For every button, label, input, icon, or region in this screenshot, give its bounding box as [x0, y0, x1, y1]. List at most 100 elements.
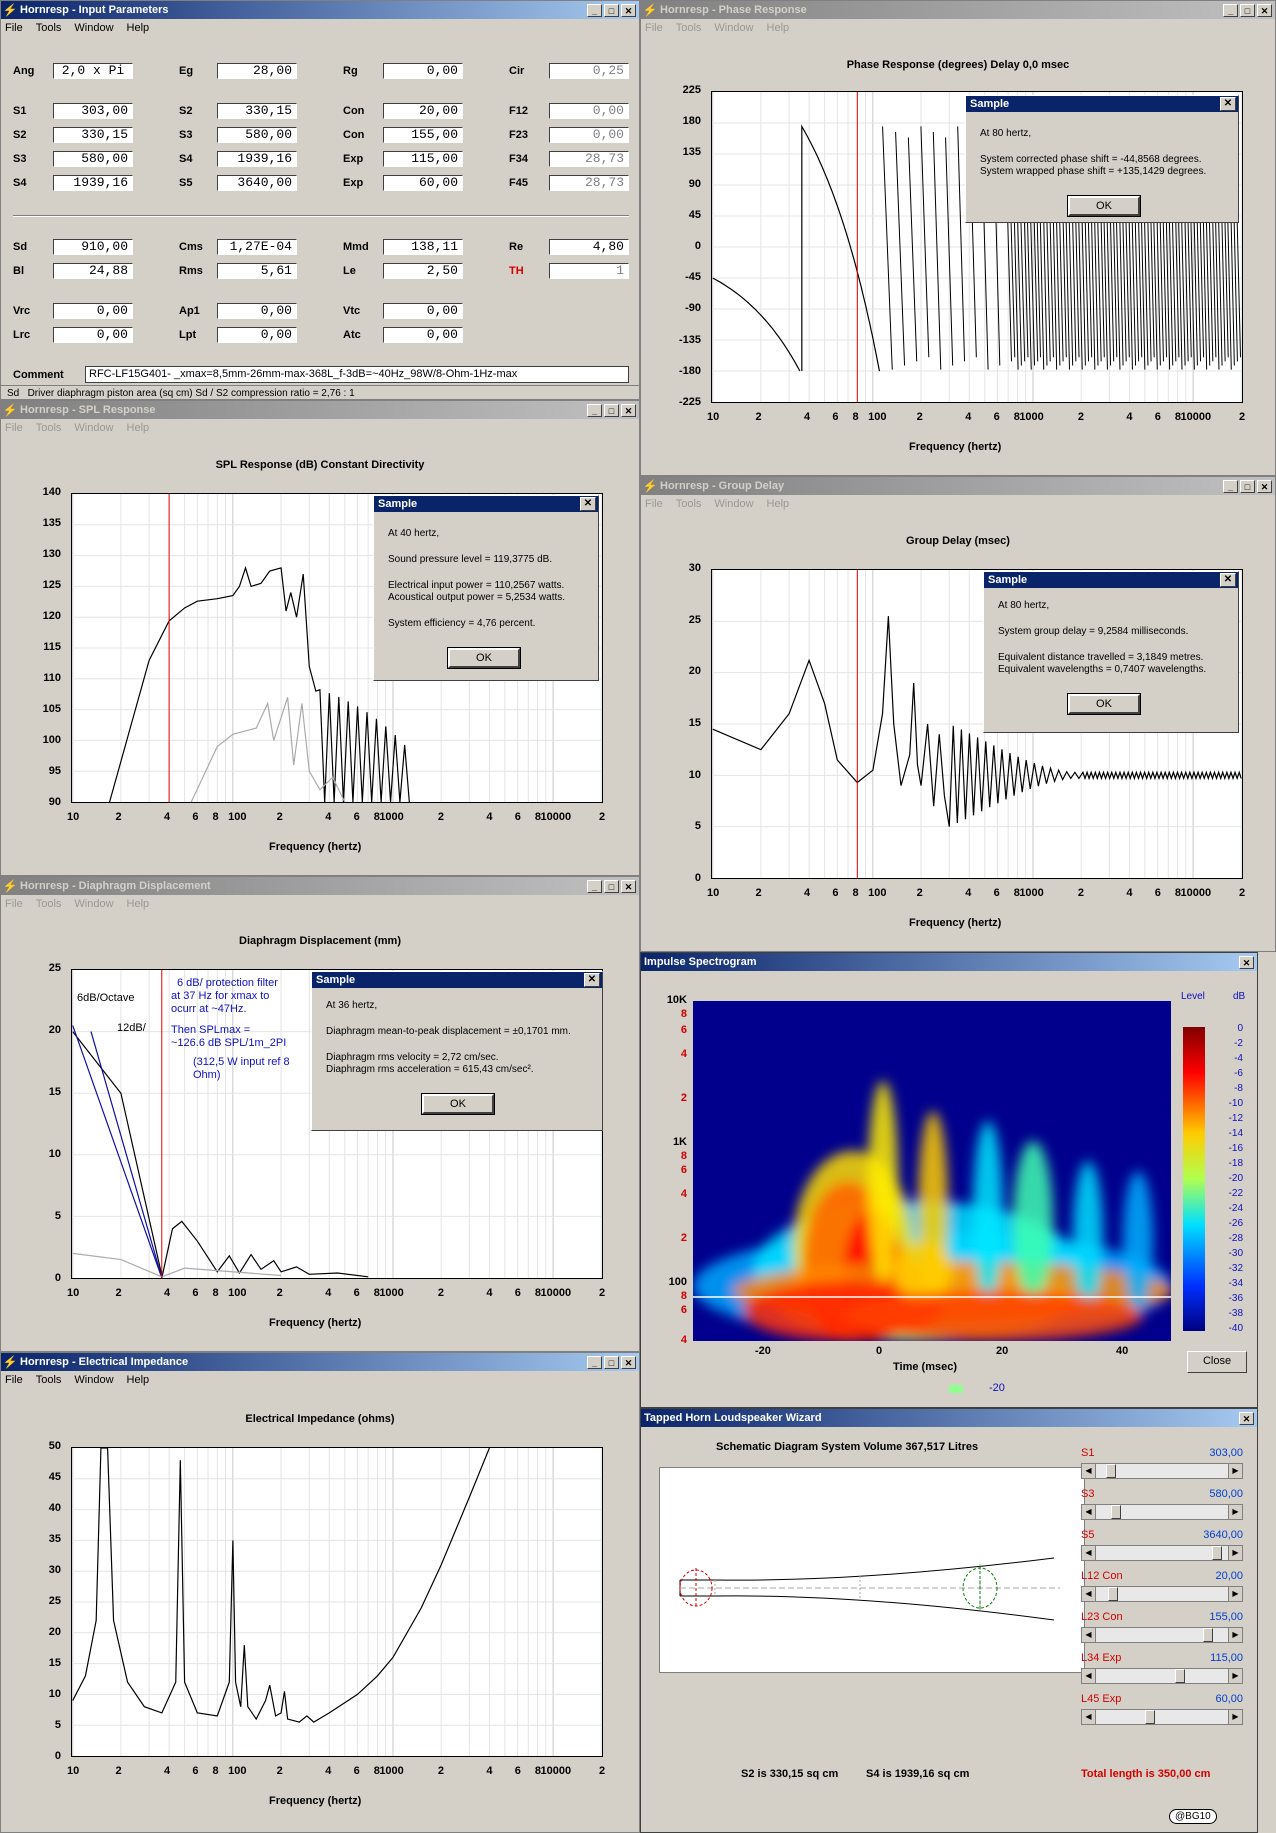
menu-tools[interactable]: Tools	[675, 22, 702, 34]
menu-help[interactable]: Help	[126, 22, 150, 34]
title-bar[interactable]: ⚡ Hornresp - Phase Response _ □ ✕	[641, 1, 1275, 19]
param-field[interactable]: 0,00	[217, 303, 297, 319]
slider-track[interactable]: ◀ ▶	[1081, 1627, 1243, 1643]
param-field[interactable]: 0,00	[383, 303, 463, 319]
maximize-button[interactable]: □	[604, 3, 619, 17]
param-field[interactable]: 580,00	[53, 151, 133, 167]
close-button[interactable]: Close	[1187, 1351, 1247, 1373]
title-bar[interactable]: ⚡ Hornresp - Diaphragm Displacement _ □ ✕	[1, 877, 639, 895]
close-button[interactable]: ✕	[621, 3, 636, 17]
menu-help[interactable]: Help	[126, 898, 150, 910]
title-bar[interactable]: ⚡ Hornresp - SPL Response _ □ ✕	[1, 401, 639, 419]
close-button[interactable]: ✕	[1257, 3, 1272, 17]
close-button[interactable]: ✕	[621, 1355, 636, 1369]
param-field[interactable]: 28,00	[217, 63, 297, 79]
minimize-button[interactable]: _	[587, 1355, 602, 1369]
ok-button[interactable]: OK	[1067, 693, 1141, 715]
param-field[interactable]: 303,00	[53, 103, 133, 119]
param-field[interactable]: 20,00	[383, 103, 463, 119]
close-icon[interactable]: ✕	[1220, 573, 1236, 587]
arrow-right-icon[interactable]: ▶	[1228, 1628, 1242, 1642]
param-field[interactable]: 0,00	[549, 103, 629, 119]
param-field[interactable]: 4,80	[549, 239, 629, 255]
menu-file[interactable]: File	[5, 22, 23, 34]
slider-track[interactable]: ◀ ▶	[1081, 1504, 1243, 1520]
title-bar[interactable]: Tapped Horn Loudspeaker Wizard ✕	[641, 1409, 1257, 1427]
menu-tools[interactable]: Tools	[35, 22, 62, 34]
minimize-button[interactable]: _	[587, 403, 602, 417]
slider-track[interactable]: ◀ ▶	[1081, 1668, 1243, 1684]
title-bar[interactable]: ⚡ Hornresp - Electrical Impedance _ □ ✕	[1, 1353, 639, 1371]
menu-window[interactable]: Window	[714, 498, 754, 510]
maximize-button[interactable]: □	[1240, 479, 1255, 493]
param-field[interactable]: 155,00	[383, 127, 463, 143]
param-field[interactable]: 910,00	[53, 239, 133, 255]
param-field[interactable]: 60,00	[383, 175, 463, 191]
close-icon[interactable]: ✕	[584, 973, 600, 987]
slider-thumb[interactable]	[1175, 1669, 1186, 1683]
menu-window[interactable]: Window	[74, 422, 114, 434]
arrow-left-icon[interactable]: ◀	[1082, 1710, 1096, 1724]
close-button[interactable]: ✕	[621, 879, 636, 893]
param-field[interactable]: 330,15	[53, 127, 133, 143]
close-icon[interactable]: ✕	[580, 497, 596, 511]
arrow-right-icon[interactable]: ▶	[1228, 1669, 1242, 1683]
minimize-button[interactable]: _	[587, 879, 602, 893]
param-field[interactable]: 2,50	[383, 263, 463, 279]
param-field[interactable]: 0,00	[549, 127, 629, 143]
slider-track[interactable]: ◀ ▶	[1081, 1586, 1243, 1602]
arrow-right-icon[interactable]: ▶	[1228, 1505, 1242, 1519]
slider-track[interactable]: ◀ ▶	[1081, 1709, 1243, 1725]
menu-help[interactable]: Help	[766, 22, 790, 34]
param-field[interactable]: 1,27E-04	[217, 239, 297, 255]
slider-thumb[interactable]	[1110, 1505, 1121, 1519]
menu-window[interactable]: Window	[74, 898, 114, 910]
param-field[interactable]: 5,61	[217, 263, 297, 279]
menu-file[interactable]: File	[645, 498, 663, 510]
dialog-title-bar[interactable]: Sample ✕	[966, 96, 1238, 112]
param-field[interactable]: 3640,00	[217, 175, 297, 191]
close-button[interactable]: ✕	[1239, 955, 1254, 969]
menu-window[interactable]: Window	[74, 1374, 114, 1386]
menu-tools[interactable]: Tools	[35, 1374, 62, 1386]
menu-file[interactable]: File	[5, 898, 23, 910]
param-field[interactable]: 115,00	[383, 151, 463, 167]
arrow-left-icon[interactable]: ◀	[1082, 1505, 1096, 1519]
menu-help[interactable]: Help	[126, 422, 150, 434]
slider-track[interactable]: ◀ ▶	[1081, 1545, 1243, 1561]
menu-file[interactable]: File	[5, 422, 23, 434]
param-field[interactable]: 28,73	[549, 175, 629, 191]
arrow-left-icon[interactable]: ◀	[1082, 1464, 1096, 1478]
arrow-right-icon[interactable]: ▶	[1228, 1546, 1242, 1560]
param-field[interactable]: 2,0 x Pi	[53, 63, 133, 79]
ok-button[interactable]: OK	[421, 1093, 495, 1115]
ok-button[interactable]: OK	[447, 647, 521, 669]
param-field[interactable]: 24,88	[53, 263, 133, 279]
menu-file[interactable]: File	[645, 22, 663, 34]
param-field[interactable]: 0,00	[383, 327, 463, 343]
title-bar[interactable]: ⚡ Hornresp - Input Parameters _ □ ✕	[1, 1, 639, 19]
param-field[interactable]: 0,00	[53, 303, 133, 319]
param-field[interactable]: 0,25	[549, 63, 629, 79]
dialog-title-bar[interactable]: Sample ✕	[312, 972, 602, 988]
dialog-title-bar[interactable]: Sample ✕	[984, 572, 1238, 588]
param-field[interactable]: 330,15	[217, 103, 297, 119]
slider-thumb[interactable]	[1211, 1546, 1222, 1560]
arrow-left-icon[interactable]: ◀	[1082, 1669, 1096, 1683]
slider-thumb[interactable]	[1203, 1628, 1214, 1642]
maximize-button[interactable]: □	[604, 1355, 619, 1369]
maximize-button[interactable]: □	[1240, 3, 1255, 17]
menu-help[interactable]: Help	[126, 1374, 150, 1386]
menu-window[interactable]: Window	[74, 22, 114, 34]
dialog-title-bar[interactable]: Sample ✕	[374, 496, 598, 512]
param-field[interactable]: 0,00	[383, 63, 463, 79]
menu-tools[interactable]: Tools	[35, 422, 62, 434]
arrow-right-icon[interactable]: ▶	[1228, 1587, 1242, 1601]
slider-thumb[interactable]	[1108, 1587, 1119, 1601]
minimize-button[interactable]: _	[1223, 479, 1238, 493]
arrow-left-icon[interactable]: ◀	[1082, 1587, 1096, 1601]
param-field[interactable]: 1939,16	[217, 151, 297, 167]
slider-thumb[interactable]	[1105, 1464, 1116, 1478]
param-field[interactable]: 0,00	[217, 327, 297, 343]
menu-file[interactable]: File	[5, 1374, 23, 1386]
